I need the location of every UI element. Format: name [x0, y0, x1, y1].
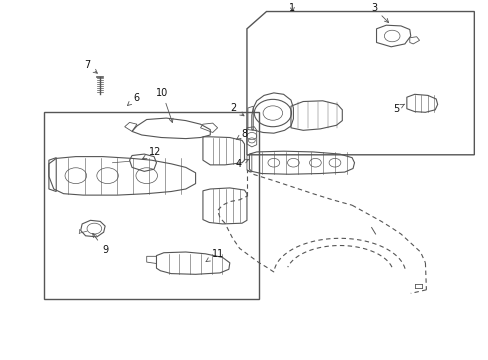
Text: 6: 6 — [127, 93, 139, 105]
Text: 11: 11 — [205, 249, 224, 262]
Text: 2: 2 — [230, 103, 244, 116]
Text: 10: 10 — [156, 88, 173, 122]
Text: 12: 12 — [142, 147, 162, 159]
Text: 3: 3 — [370, 3, 388, 23]
Text: 7: 7 — [84, 60, 97, 73]
Bar — [44, 112, 259, 299]
Text: 9: 9 — [93, 233, 108, 255]
Text: 8: 8 — [236, 129, 247, 139]
Text: 5: 5 — [392, 104, 404, 114]
Text: 4: 4 — [235, 159, 248, 169]
Text: 1: 1 — [289, 3, 295, 13]
